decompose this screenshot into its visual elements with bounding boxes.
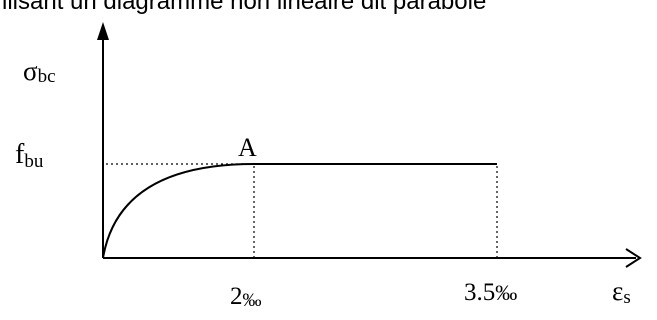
point-a-label: A [238, 133, 257, 162]
caption-text: ilisant un diagramme non linéaire dit pa… [2, 0, 487, 15]
parabola-curve [102, 163, 255, 259]
y-axis-arrowhead [97, 22, 109, 40]
x-axis-arrowhead [625, 248, 642, 268]
x-axis-label: εs [612, 276, 631, 308]
fbu-label: fbu [15, 139, 44, 172]
y-axis-label: σbc [23, 56, 56, 87]
tick-label-3-5-permille: 3.5‰ [464, 279, 517, 306]
tick-label-2-permille: 2‰ [230, 283, 262, 311]
